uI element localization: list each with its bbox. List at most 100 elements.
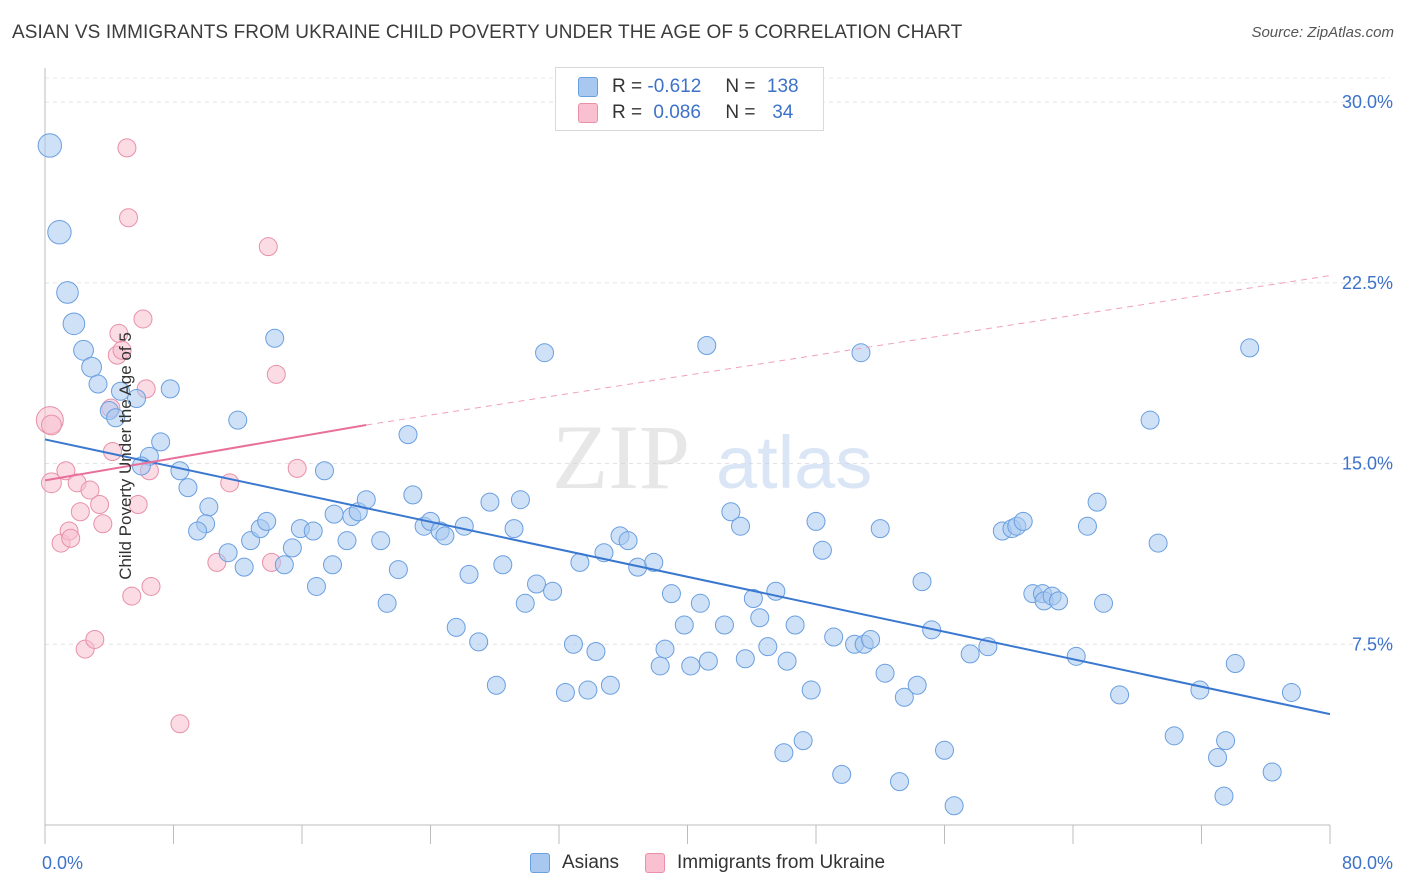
asian-point <box>1240 338 1260 358</box>
legend-swatch-ukraine <box>645 853 666 873</box>
ukraine-point <box>112 340 132 360</box>
asian-point <box>1066 646 1086 666</box>
legend-row-asians: R = -0.612 N = 138 <box>578 74 805 100</box>
asian-point <box>785 615 805 635</box>
asian-point <box>777 651 797 671</box>
ukraine-point <box>119 208 139 228</box>
legend-item-asians: Asians <box>530 852 619 874</box>
asian-point <box>1225 654 1245 674</box>
asian-point <box>303 521 323 541</box>
correlation-legend: R = -0.612 N = 138 R = 0.086 N = 34 <box>555 67 824 131</box>
asian-point <box>234 557 254 577</box>
asian-point <box>1164 726 1184 746</box>
ukraine-point <box>70 502 90 522</box>
y-tick-label: 7.5% <box>1352 634 1393 654</box>
asian-point <box>454 516 474 536</box>
asian-point <box>1214 786 1234 806</box>
legend-n-label: N = <box>725 76 756 97</box>
legend-n-value-asians: 138 <box>766 76 799 97</box>
asian-point <box>1148 533 1168 553</box>
asian-point <box>371 531 391 551</box>
source-label: Source: ZipAtlas.com <box>1251 24 1394 41</box>
asian-point <box>774 743 794 763</box>
asian-point <box>73 339 94 361</box>
asian-point <box>750 608 770 628</box>
tick-labels: 7.5% 15.0% 22.5% 30.0% 0.0% 80.0% <box>42 92 1393 873</box>
asian-point <box>586 642 606 662</box>
asian-point <box>714 615 734 635</box>
asian-point <box>469 632 489 652</box>
asian-point <box>151 432 171 452</box>
asian-point <box>812 540 832 560</box>
watermark-atlas: atlas <box>716 421 872 504</box>
asian-point <box>735 649 755 669</box>
asian-point <box>106 408 126 428</box>
legend-r-value-asians: -0.612 <box>647 76 702 97</box>
asian-point <box>1262 762 1282 782</box>
axes <box>44 68 1331 844</box>
asian-point <box>274 555 294 575</box>
series-legend: Asians Immigrants from Ukraine <box>530 852 911 874</box>
trend-lines <box>44 275 1331 716</box>
watermark-zip: ZIP <box>552 406 690 508</box>
watermark: ZIP atlas <box>552 406 872 508</box>
asian-point <box>1094 593 1114 613</box>
asian-point <box>515 593 535 613</box>
y-tick-label: 15.0% <box>1342 454 1393 474</box>
y-axis-label: Child Poverty Under the Age of 5 <box>115 332 135 580</box>
asian-point <box>721 502 741 522</box>
asian-point <box>446 617 466 637</box>
asian-point <box>535 343 555 363</box>
asian-point <box>110 381 130 401</box>
asian-point <box>731 516 751 536</box>
asian-point <box>661 584 681 604</box>
asian-point <box>824 627 844 647</box>
asian-point <box>493 555 513 575</box>
asian-point <box>894 687 914 707</box>
legend-label-ukraine: Immigrants from Ukraine <box>677 852 886 873</box>
legend-swatch-asians <box>530 853 550 873</box>
asian-trend-line <box>44 438 1331 716</box>
ukraine-point <box>266 364 286 384</box>
ukraine-trend-extension <box>366 275 1331 426</box>
asian-point <box>306 576 326 596</box>
x-tick-label: 80.0% <box>1342 853 1393 873</box>
asian-point <box>832 764 852 784</box>
asian-point <box>1077 516 1097 536</box>
asian-point <box>188 521 208 541</box>
asian-point <box>907 675 927 695</box>
asian-point <box>37 133 63 158</box>
ukraine-point <box>220 473 240 493</box>
asian-point <box>793 731 813 751</box>
asian-point <box>510 490 530 510</box>
ukraine-point <box>61 528 81 548</box>
asian-point <box>851 343 871 363</box>
asian-point <box>1140 410 1160 430</box>
asian-point <box>1087 492 1107 512</box>
asian-point <box>697 335 717 355</box>
legend-r-label: R = <box>612 76 643 97</box>
asian-point <box>486 675 506 695</box>
legend-swatch-asians <box>578 77 598 97</box>
asian-point <box>674 615 694 635</box>
asian-point <box>160 379 180 399</box>
asian-point <box>960 644 980 664</box>
series-asian-points <box>37 133 1301 816</box>
asian-point <box>758 637 778 657</box>
asian-point <box>228 410 248 430</box>
ukraine-point <box>117 138 137 158</box>
asian-point <box>543 581 563 601</box>
asian-point <box>618 531 638 551</box>
asian-point <box>314 461 334 481</box>
asian-point <box>282 538 302 558</box>
ukraine-point <box>128 495 148 515</box>
asian-point <box>218 543 238 563</box>
asian-point <box>324 504 344 524</box>
asian-point <box>62 312 86 336</box>
chart-title: ASIAN VS IMMIGRANTS FROM UKRAINE CHILD P… <box>12 22 963 43</box>
x-tick-label: 0.0% <box>42 853 83 873</box>
ukraine-point <box>90 495 110 515</box>
asian-point <box>265 328 285 348</box>
asian-point <box>600 675 620 695</box>
